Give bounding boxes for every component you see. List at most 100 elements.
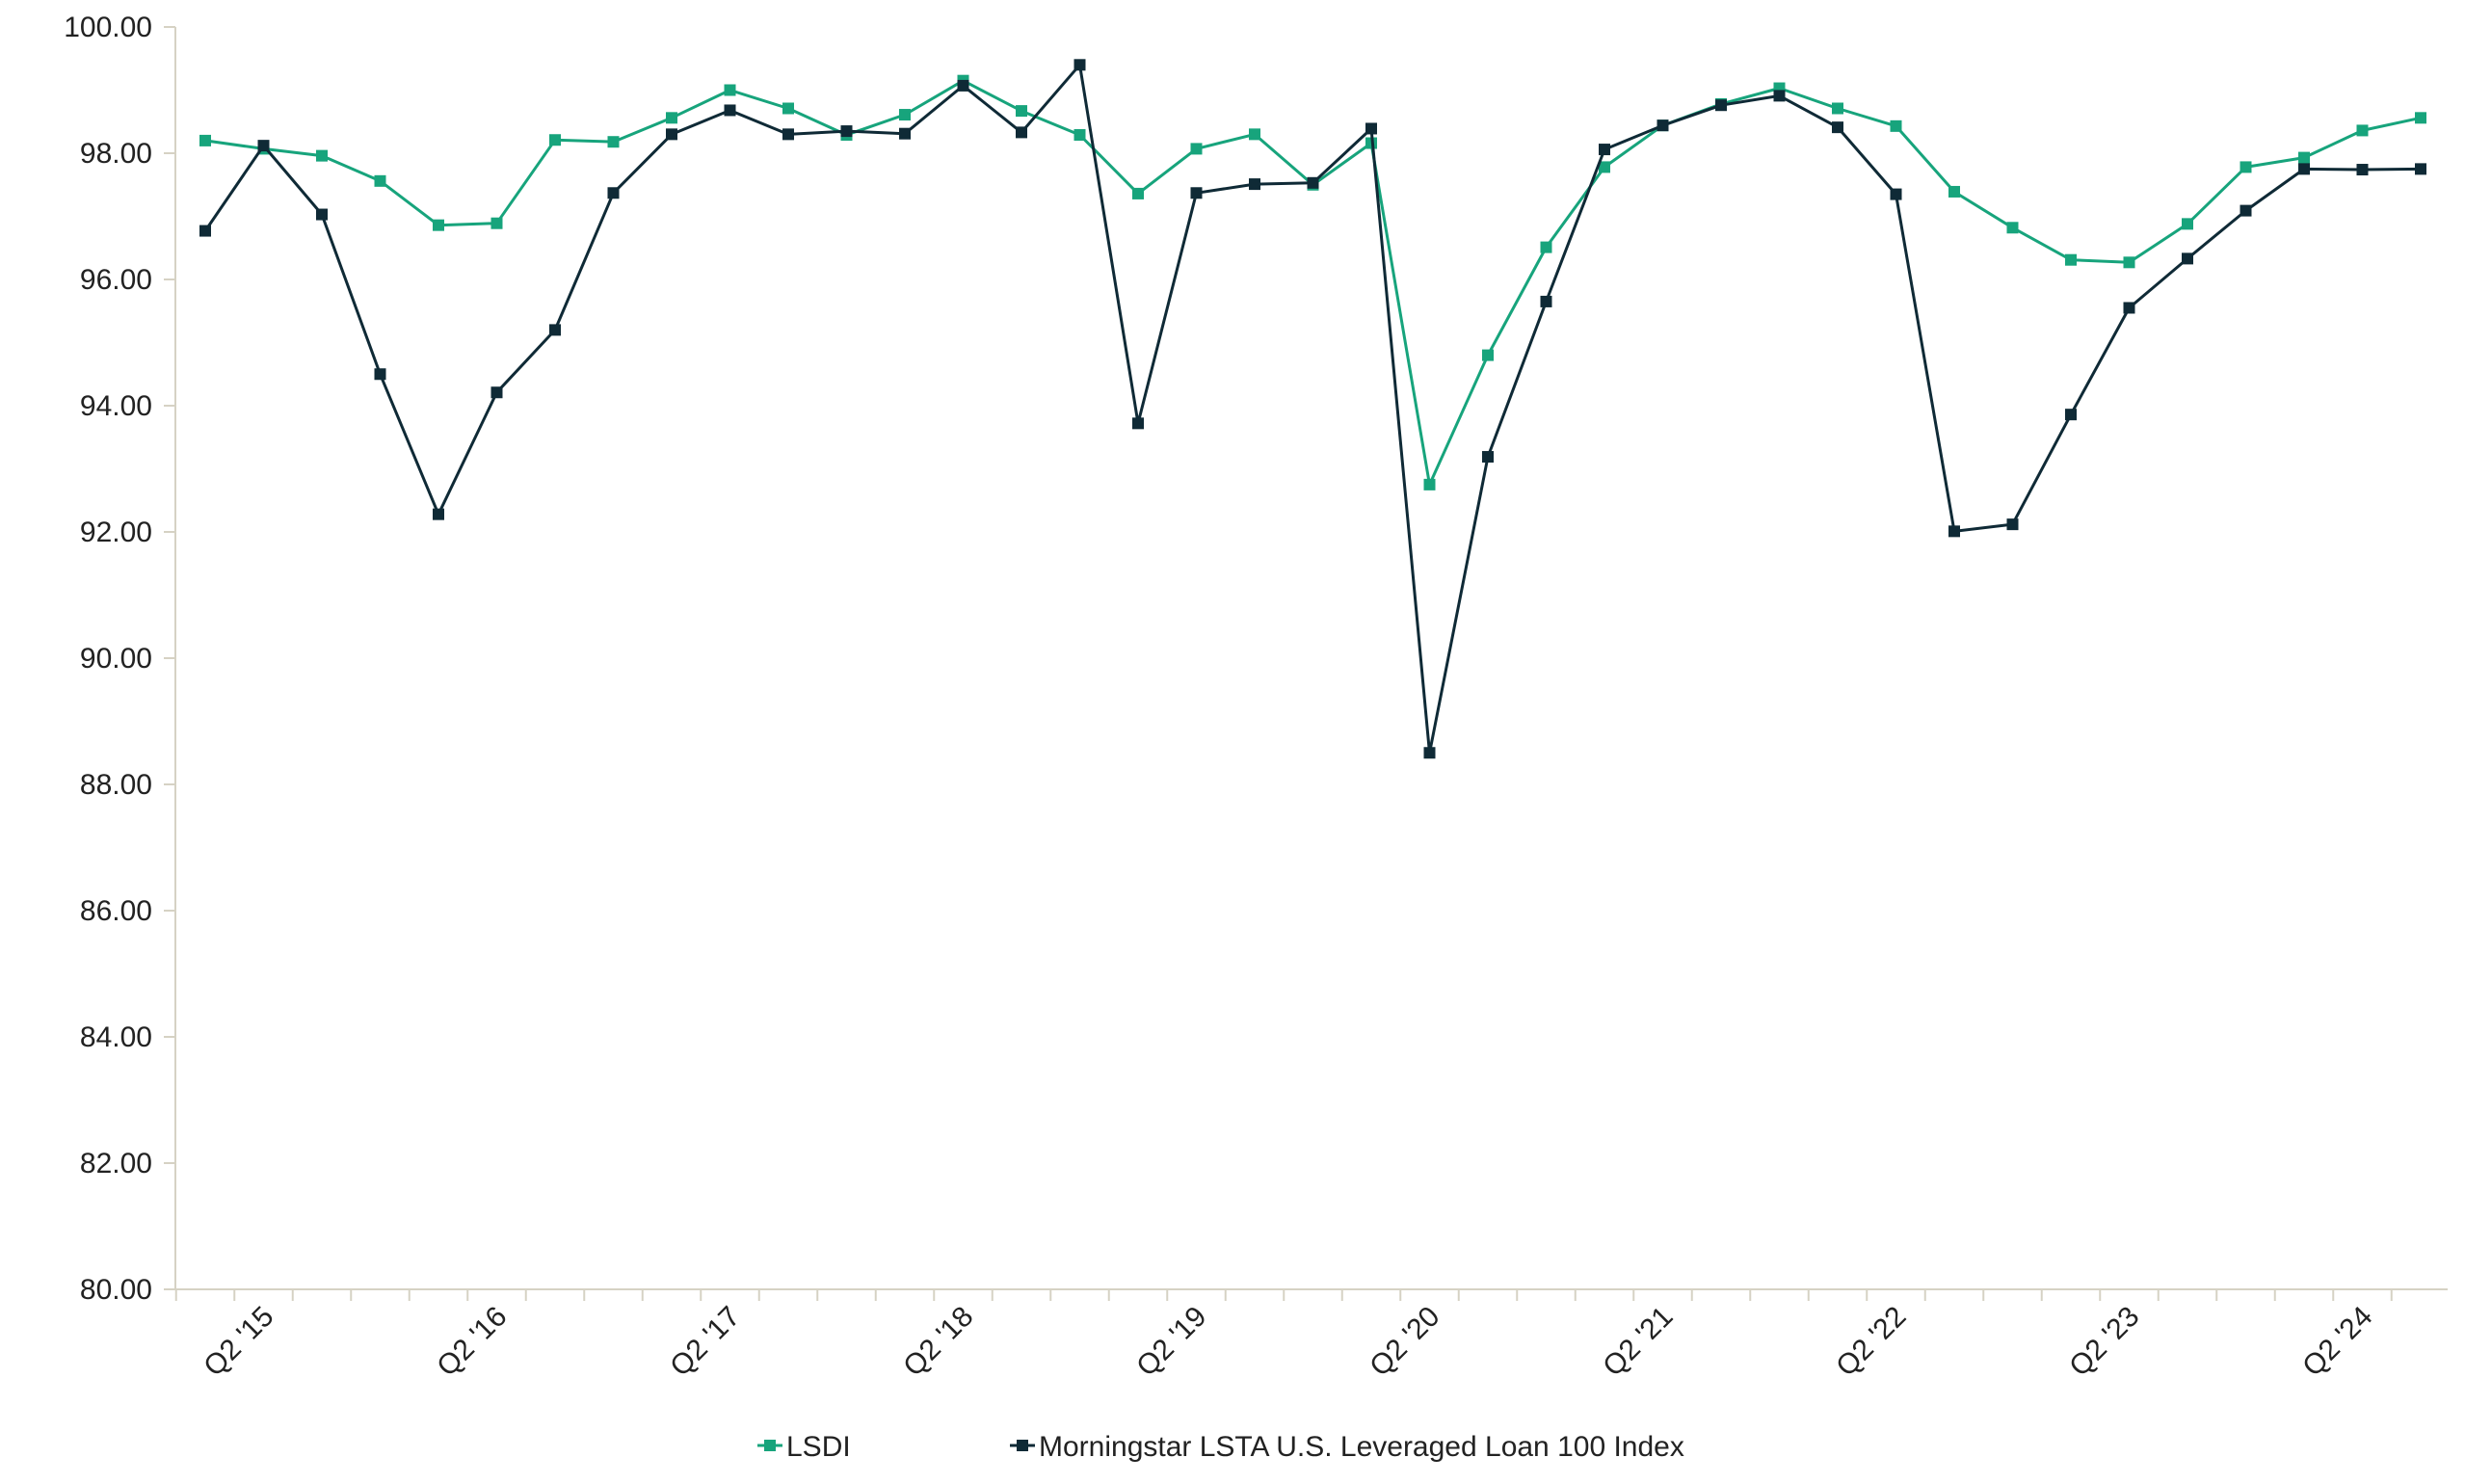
legend-label: LSDI — [786, 1431, 851, 1463]
data-point-loan100 — [490, 386, 503, 399]
data-point-lsdi — [2065, 253, 2077, 266]
data-point-loan100 — [2356, 164, 2369, 176]
x-tick-label: Q2 '21 — [1597, 1301, 1679, 1383]
data-point-loan100 — [1540, 295, 1552, 307]
data-point-loan100 — [1016, 126, 1027, 139]
data-point-lsdi — [549, 134, 561, 146]
data-point-loan100 — [607, 187, 620, 199]
data-point-lsdi — [1132, 187, 1144, 199]
data-point-loan100 — [1132, 417, 1144, 430]
data-point-lsdi — [2240, 161, 2252, 173]
legend-label: Morningstar LSTA U.S. Leveraged Loan 100… — [1039, 1431, 1684, 1463]
data-point-lsdi — [1599, 161, 1610, 173]
data-point-lsdi — [666, 112, 677, 124]
data-point-lsdi — [1423, 478, 1436, 490]
y-axis: 100.00 98.00 96.00 94.00 92.00 90.00 88.00 86.0… — [64, 12, 176, 1306]
data-point-loan100 — [2123, 302, 2135, 314]
data-point-loan100 — [1482, 451, 1494, 464]
y-tick-label: 98.00 — [80, 138, 152, 170]
x-tick-label: Q2 '24 — [2296, 1301, 2378, 1383]
data-point-lsdi — [374, 174, 386, 187]
data-point-loan100 — [2240, 204, 2252, 217]
series-group — [199, 59, 2426, 759]
y-tick-label: 94.00 — [80, 390, 152, 422]
y-tick-label: 80.00 — [80, 1274, 152, 1306]
y-tick-label: 84.00 — [80, 1021, 152, 1053]
data-point-loan100 — [1073, 59, 1086, 71]
legend-marker — [764, 1440, 776, 1451]
data-point-lsdi — [1948, 185, 1960, 198]
data-point-loan100 — [2182, 252, 2193, 265]
data-point-loan100 — [1423, 747, 1436, 759]
y-tick-label: 100.00 — [64, 12, 152, 43]
x-tick-label: Q2 '15 — [198, 1301, 279, 1383]
data-point-loan100 — [1773, 90, 1786, 102]
data-point-loan100 — [666, 128, 677, 141]
data-point-lsdi — [2123, 256, 2135, 269]
data-point-loan100 — [1890, 188, 1902, 200]
series-lsdi — [199, 74, 2426, 490]
x-tick-label: Q2 '17 — [664, 1301, 746, 1383]
legend-item-lsdi: LSDI — [757, 1431, 851, 1463]
x-tick-label: Q2 '19 — [1130, 1301, 1212, 1383]
y-tick-label: 92.00 — [80, 517, 152, 548]
data-point-loan100 — [549, 324, 561, 336]
legend-item-loan100: Morningstar LSTA U.S. Leveraged Loan 100… — [1010, 1431, 1684, 1463]
data-point-loan100 — [1190, 187, 1203, 199]
data-point-lsdi — [433, 219, 444, 231]
y-tick-label: 86.00 — [80, 895, 152, 927]
x-tick-label: Q2 '20 — [1364, 1301, 1445, 1383]
data-point-lsdi — [899, 109, 911, 121]
series-loan100 — [199, 59, 2426, 759]
data-point-loan100 — [840, 125, 853, 138]
data-point-loan100 — [899, 127, 911, 140]
legend-marker — [1017, 1440, 1028, 1451]
data-point-lsdi — [2006, 222, 2019, 234]
data-point-lsdi — [1190, 143, 1203, 155]
data-point-lsdi — [782, 102, 794, 115]
x-tick-label: Q2 '18 — [897, 1301, 979, 1383]
data-point-loan100 — [2415, 163, 2426, 175]
data-point-lsdi — [2182, 218, 2193, 230]
data-point-loan100 — [257, 140, 270, 152]
data-point-loan100 — [1307, 176, 1319, 189]
data-point-loan100 — [782, 128, 794, 141]
data-point-loan100 — [1832, 121, 1843, 134]
data-point-lsdi — [724, 84, 736, 96]
data-point-loan100 — [1948, 525, 1960, 538]
data-point-lsdi — [316, 149, 328, 162]
data-point-loan100 — [2006, 518, 2019, 531]
data-point-loan100 — [2298, 163, 2310, 175]
data-point-loan100 — [433, 508, 444, 520]
data-point-loan100 — [374, 368, 386, 381]
data-point-lsdi — [1073, 129, 1086, 142]
data-point-lsdi — [199, 134, 211, 146]
data-point-lsdi — [1482, 349, 1494, 361]
legend: LSDI Morningstar LSTA U.S. Leveraged Loan… — [757, 1431, 1684, 1463]
x-tick-label: Q2 '22 — [1830, 1301, 1912, 1383]
data-point-lsdi — [2356, 124, 2369, 137]
data-point-lsdi — [607, 136, 620, 148]
x-axis: Q2 '15 Q2 '16 Q2 '17 Q2 '18 Q2 '19 Q2 '20 Q2 '… — [174, 1288, 2448, 1383]
data-point-lsdi — [490, 217, 503, 229]
data-point-lsdi — [1890, 119, 1902, 132]
data-point-loan100 — [1365, 122, 1377, 135]
data-point-loan100 — [1599, 144, 1610, 156]
y-tick-label: 88.00 — [80, 769, 152, 801]
y-tick-label: 82.00 — [80, 1148, 152, 1179]
data-point-lsdi — [2298, 151, 2310, 164]
data-point-loan100 — [199, 225, 211, 237]
data-point-loan100 — [316, 208, 328, 221]
data-point-loan100 — [724, 104, 736, 117]
y-tick-label: 90.00 — [80, 643, 152, 675]
data-point-loan100 — [1249, 178, 1260, 191]
data-point-lsdi — [1249, 128, 1260, 141]
data-point-lsdi — [1016, 105, 1027, 118]
series-line-loan100 — [203, 63, 2422, 755]
data-point-lsdi — [1832, 102, 1843, 115]
x-tick-label: Q2 '23 — [2063, 1301, 2145, 1383]
data-point-lsdi — [1540, 241, 1552, 253]
data-point-loan100 — [2065, 409, 2077, 421]
